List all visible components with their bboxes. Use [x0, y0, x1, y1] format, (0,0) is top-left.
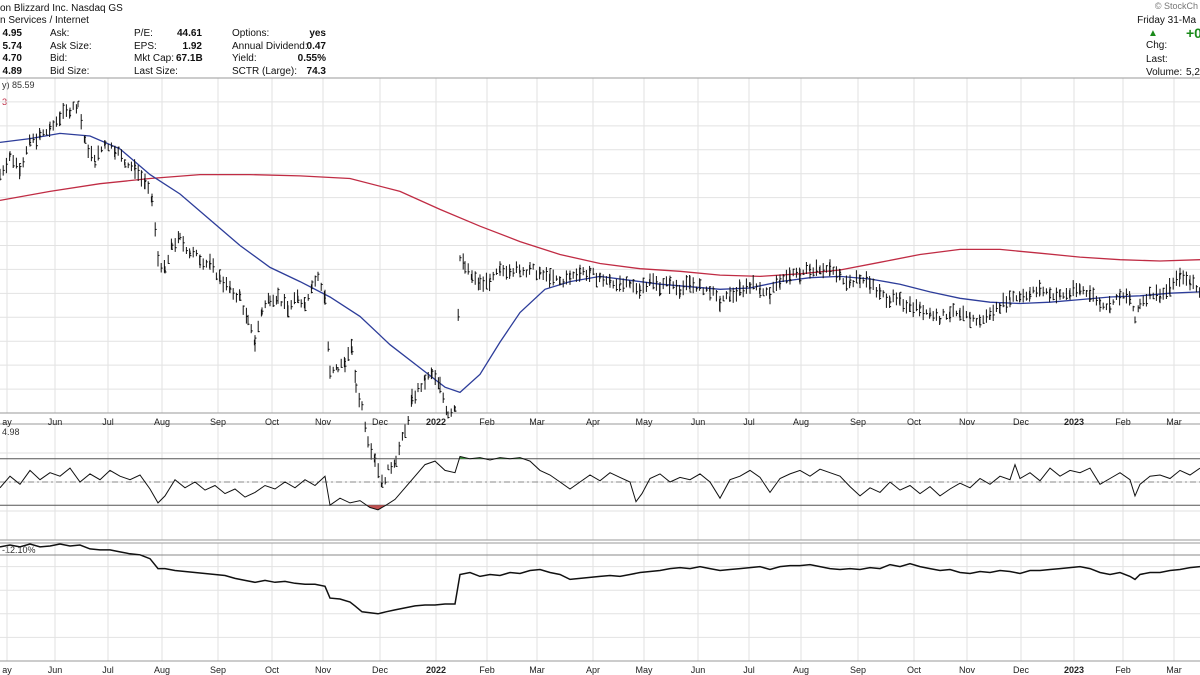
volume-value: 5,2 [1186, 67, 1200, 78]
x-tick-label: Dec [372, 417, 389, 427]
x-tick-label: Oct [907, 417, 922, 427]
volume-label: Volume: [1146, 67, 1183, 78]
quote-label2-3: Last Size: [134, 65, 178, 77]
company-line: on Blizzard Inc. Nasdaq GS [0, 3, 123, 14]
x-tick-label: Aug [154, 417, 170, 427]
x-tick-label: Oct [265, 417, 280, 427]
sector-line: n Services / Internet [0, 15, 89, 26]
quote-label1-2: Bid: [50, 53, 68, 64]
x-tick-label: Jun [48, 417, 63, 427]
x-tick-label: Mar [1166, 417, 1182, 427]
quote-label3-0: Options: [232, 28, 270, 39]
rsi-panel-title: 4.98 [2, 427, 20, 437]
x-tick-label: May [635, 665, 653, 675]
quote-label1-3: Bid Size: [50, 65, 90, 77]
last-label: Last: [1146, 54, 1168, 65]
ma200-line [0, 173, 1200, 278]
quote-val3-1: 0.47 [306, 40, 326, 52]
up-arrow-icon: ▲ [1148, 28, 1158, 39]
x-tick-label: Sep [210, 417, 226, 427]
quote-label1-0: Ask: [50, 28, 70, 39]
quote-val3-0: yes [309, 28, 326, 39]
x-tick-label: Jun [48, 665, 63, 675]
x-tick-label: Jul [102, 665, 114, 675]
quote-price-1: 5.74 [2, 40, 22, 52]
x-tick-label: Dec [372, 665, 389, 675]
quote-label1-1: Ask Size: [50, 40, 92, 52]
x-tick-label: Nov [959, 417, 976, 427]
x-tick-label: Dec [1013, 665, 1030, 675]
date-line: Friday 31-Ma [1137, 15, 1196, 26]
quote-val2-2: 67.1B [176, 53, 203, 64]
quote-price-2: 4.70 [2, 53, 22, 64]
chg-value: +0 [1186, 25, 1200, 41]
x-tick-label: Jul [102, 417, 114, 427]
x-tick-label: Feb [479, 417, 495, 427]
x-tick-label: May [635, 417, 653, 427]
x-tick-label: Jul [743, 417, 755, 427]
quote-label3-2: Yield: [232, 53, 257, 64]
x-tick-label: Dec [1013, 417, 1030, 427]
quote-label2-0: P/E: [134, 28, 153, 39]
x-tick-label: Mar [529, 417, 545, 427]
x-tick-label: Feb [1115, 417, 1131, 427]
quote-label2-2: Mkt Cap: [134, 53, 175, 64]
x-tick-label: Aug [793, 417, 809, 427]
quote-label3-1: Annual Dividend: [232, 40, 308, 52]
x-tick-label: Aug [793, 665, 809, 675]
rel-performance-line [0, 543, 1200, 615]
quote-price-3: 4.89 [2, 65, 22, 77]
x-tick-label: Oct [907, 665, 922, 675]
x-tick-label: ay [2, 665, 12, 675]
x-tick-label: ay [2, 417, 12, 427]
x-tick-label: Apr [586, 665, 600, 675]
rel-panel-title: -12.10% [2, 545, 36, 555]
x-tick-label: Feb [1115, 665, 1131, 675]
x-tick-label: Mar [529, 665, 545, 675]
x-tick-label: Mar [1166, 665, 1182, 675]
x-tick-label: Nov [959, 665, 976, 675]
x-tick-label: 2022 [426, 665, 446, 675]
x-tick-label: Nov [315, 417, 332, 427]
rsi-line [0, 455, 1200, 511]
quote-val3-3: 74.3 [306, 65, 326, 77]
x-tick-label: Sep [850, 665, 866, 675]
watermark: © StockCh [1154, 1, 1198, 11]
x-tick-label: 2023 [1064, 665, 1084, 675]
x-tick-label: Jun [691, 417, 706, 427]
quote-label3-3: SCTR (Large): [232, 65, 298, 77]
x-tick-label: Sep [210, 665, 226, 675]
x-tick-label: Nov [315, 665, 332, 675]
x-tick-label: Apr [586, 417, 600, 427]
x-tick-label: Aug [154, 665, 170, 675]
quote-price-0: 4.95 [2, 28, 22, 39]
x-tick-label: Sep [850, 417, 866, 427]
quote-label2-1: EPS: [134, 40, 157, 52]
chg-label: Chg: [1146, 40, 1168, 51]
quote-val2-0: 44.61 [176, 28, 202, 39]
x-tick-label: 2022 [426, 417, 446, 427]
x-tick-label: Jun [691, 665, 706, 675]
quote-val3-2: 0.55% [297, 53, 326, 64]
x-tick-label: 2023 [1064, 417, 1084, 427]
rsi-oversold-fill [366, 505, 386, 510]
price-panel-title: y) 85.59 [2, 80, 35, 90]
x-tick-label: Feb [479, 665, 495, 675]
quote-val2-1: 1.92 [182, 40, 202, 52]
x-tick-label: Jul [743, 665, 755, 675]
x-tick-label: Oct [265, 665, 280, 675]
